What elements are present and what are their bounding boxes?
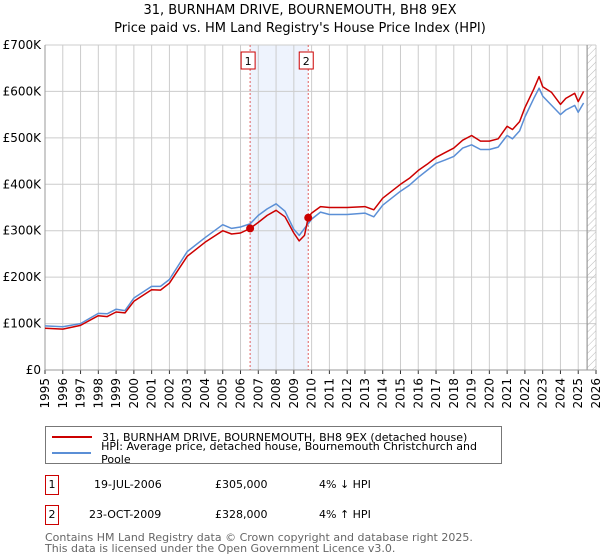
y-tick-label: £300K xyxy=(3,224,43,238)
x-tick-label: 1996 xyxy=(56,378,70,409)
x-tick-label: 2010 xyxy=(305,378,319,409)
x-tick-label: 2008 xyxy=(269,378,283,409)
x-tick-label: 2003 xyxy=(180,378,194,409)
x-tick-label: 1997 xyxy=(74,378,88,409)
x-tick-label: 2006 xyxy=(234,378,248,409)
legend-item-property: 31, BURNHAM DRIVE, BOURNEMOUTH, BH8 9EX … xyxy=(52,429,467,445)
forecast-hatch xyxy=(587,45,596,370)
sale-label: 1 xyxy=(245,55,252,68)
y-tick-label: £500K xyxy=(3,131,43,145)
transaction-badge: 1 xyxy=(45,475,59,495)
legend-line-blue xyxy=(52,452,92,454)
sale-label-box xyxy=(240,51,256,70)
x-tick-label: 2004 xyxy=(198,378,212,409)
x-tick-label: 2026 xyxy=(589,378,600,409)
x-tick-label: 2015 xyxy=(393,378,407,409)
x-tick-label: 1999 xyxy=(109,378,123,409)
x-tick-label: 2001 xyxy=(145,378,159,409)
x-tick-label: 2014 xyxy=(376,378,390,409)
sale-label-box xyxy=(298,51,314,70)
transaction-date: 19-JUL-2006 xyxy=(94,478,162,491)
x-tick-label: 2005 xyxy=(216,378,230,409)
legend: 31, BURNHAM DRIVE, BOURNEMOUTH, BH8 9EX … xyxy=(45,426,502,466)
price-paid-line xyxy=(44,75,585,330)
legend-line-red xyxy=(52,436,92,438)
y-tick-label: £700K xyxy=(3,38,43,52)
x-tick-label: 2025 xyxy=(571,378,585,409)
legend-item-hpi: HPI: Average price, detached house, Bour… xyxy=(52,440,501,466)
plot-area: 1995 1996 1997 1998 1999 2000 2001 2002 2003 2004… xyxy=(3,38,600,409)
sale-point xyxy=(246,224,255,233)
x-tick-label: 2017 xyxy=(429,378,443,409)
x-tick-label: 2012 xyxy=(340,378,354,409)
y-tick-label: £600K xyxy=(3,84,43,98)
x-tick-label: 2024 xyxy=(553,378,567,409)
y-tick-label: £200K xyxy=(3,270,43,284)
ownership-shade xyxy=(250,45,309,370)
x-tick-label: 2018 xyxy=(447,378,461,409)
sale-label: 2 xyxy=(303,55,310,68)
transaction-row: 2 23-OCT-2009 £328,000 4% ↑ HPI xyxy=(45,505,545,525)
y-tick-label: £0 xyxy=(26,363,41,377)
transaction-badge: 2 xyxy=(45,505,59,525)
footer-licence: This data is licensed under the Open Gov… xyxy=(45,542,396,555)
chart-subtitle: Price paid vs. HM Land Registry's House … xyxy=(114,21,486,36)
x-tick-label: 2020 xyxy=(482,378,496,409)
x-tick-label: 2013 xyxy=(358,378,372,409)
x-tick-label: 2023 xyxy=(536,378,550,409)
x-tick-label: 2022 xyxy=(518,378,532,409)
legend-label: HPI: Average price, detached house, Bour… xyxy=(101,440,478,466)
x-tick-label: 2000 xyxy=(127,378,141,409)
sale-point xyxy=(304,213,313,222)
transaction-hpi: 4% ↓ HPI xyxy=(319,478,371,491)
hpi-line xyxy=(44,87,585,328)
transaction-row: 1 19-JUL-2006 £305,000 4% ↓ HPI xyxy=(45,475,545,495)
chart-title: 31, BURNHAM DRIVE, BOURNEMOUTH, BH8 9EX xyxy=(143,3,457,18)
x-tick-label: 2011 xyxy=(322,378,336,409)
x-tick-label: 2009 xyxy=(287,378,301,409)
transaction-price: £305,000 xyxy=(215,478,268,491)
x-tick-label: 1995 xyxy=(38,378,52,409)
x-tick-label: 2016 xyxy=(411,378,425,409)
x-tick-label: 2019 xyxy=(465,378,479,409)
footer-copyright: Contains HM Land Registry data © Crown c… xyxy=(45,531,473,544)
transaction-hpi: 4% ↑ HPI xyxy=(319,508,371,521)
x-tick-label: 1998 xyxy=(91,378,105,409)
y-tick-label: £400K xyxy=(3,177,43,191)
transaction-date: 23-OCT-2009 xyxy=(89,508,162,521)
legend-label: 31, BURNHAM DRIVE, BOURNEMOUTH, BH8 9EX … xyxy=(102,430,468,444)
x-tick-label: 2007 xyxy=(251,378,265,409)
transaction-price: £328,000 xyxy=(215,508,268,521)
y-tick-label: £100K xyxy=(3,317,43,331)
x-tick-label: 2021 xyxy=(500,378,514,409)
x-tick-label: 2002 xyxy=(162,378,176,409)
